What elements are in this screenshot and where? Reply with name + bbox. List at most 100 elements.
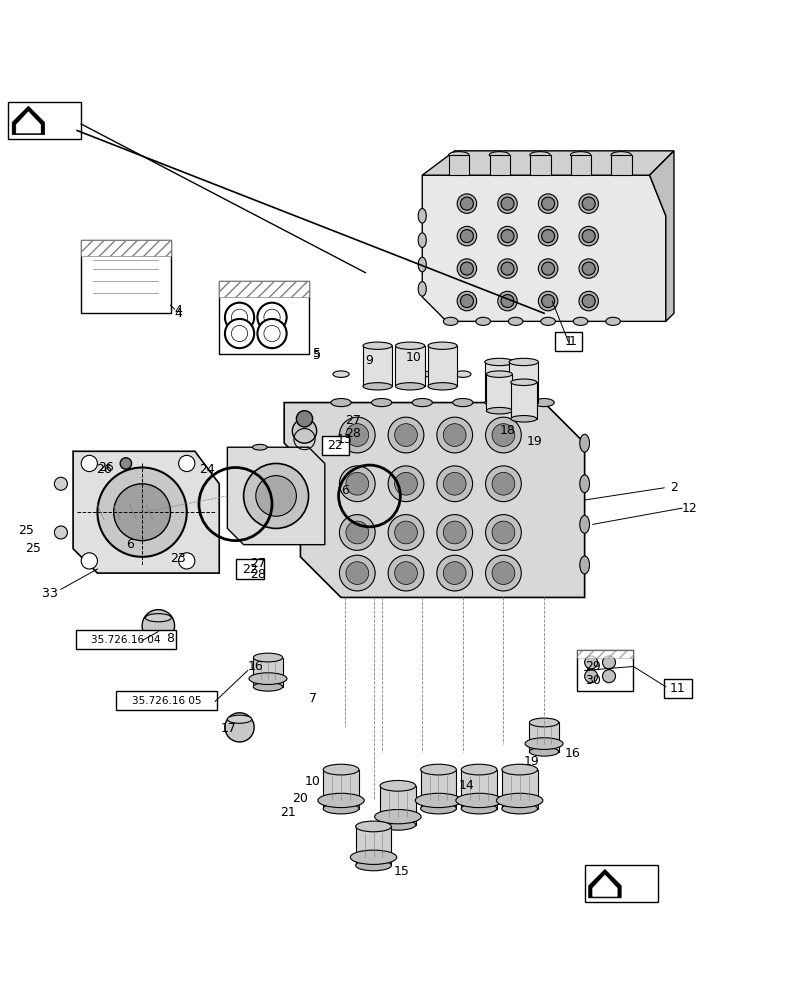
- Ellipse shape: [486, 371, 512, 377]
- Circle shape: [581, 197, 594, 210]
- Text: 27: 27: [250, 557, 266, 570]
- Circle shape: [225, 319, 254, 348]
- FancyBboxPatch shape: [584, 865, 657, 902]
- Circle shape: [345, 521, 368, 544]
- Ellipse shape: [355, 821, 391, 832]
- Ellipse shape: [579, 515, 589, 533]
- Circle shape: [339, 466, 375, 502]
- Circle shape: [457, 226, 476, 246]
- Text: 28: 28: [250, 568, 266, 581]
- FancyBboxPatch shape: [8, 102, 81, 139]
- Circle shape: [436, 466, 472, 502]
- Polygon shape: [219, 281, 308, 297]
- Circle shape: [225, 303, 254, 332]
- Circle shape: [491, 521, 514, 544]
- Text: 26: 26: [97, 463, 112, 476]
- Polygon shape: [227, 447, 324, 545]
- Ellipse shape: [529, 718, 558, 727]
- Ellipse shape: [427, 342, 457, 349]
- Circle shape: [394, 562, 417, 584]
- Ellipse shape: [420, 803, 456, 814]
- Ellipse shape: [371, 399, 391, 407]
- Circle shape: [491, 424, 514, 446]
- Circle shape: [264, 325, 280, 342]
- Ellipse shape: [323, 764, 358, 775]
- Ellipse shape: [363, 342, 392, 349]
- Bar: [355, 826, 391, 865]
- Circle shape: [345, 472, 368, 495]
- Ellipse shape: [333, 371, 349, 377]
- Circle shape: [497, 259, 517, 278]
- Polygon shape: [576, 650, 633, 691]
- Circle shape: [538, 259, 557, 278]
- Circle shape: [500, 262, 513, 275]
- Circle shape: [394, 472, 417, 495]
- Circle shape: [578, 226, 598, 246]
- Circle shape: [296, 411, 312, 427]
- Ellipse shape: [227, 715, 251, 723]
- Circle shape: [581, 230, 594, 243]
- Circle shape: [243, 463, 308, 528]
- Ellipse shape: [605, 317, 620, 325]
- Text: 5: 5: [312, 347, 320, 360]
- Text: 2: 2: [669, 481, 677, 494]
- Ellipse shape: [508, 399, 538, 406]
- Text: 12: 12: [681, 502, 697, 515]
- Circle shape: [345, 562, 368, 584]
- Ellipse shape: [579, 434, 589, 452]
- Ellipse shape: [508, 358, 538, 366]
- Ellipse shape: [452, 399, 472, 407]
- Bar: [253, 658, 282, 687]
- Ellipse shape: [579, 556, 589, 574]
- Ellipse shape: [380, 780, 415, 791]
- Bar: [530, 155, 550, 175]
- Text: 23: 23: [170, 552, 186, 565]
- Polygon shape: [284, 403, 584, 597]
- Circle shape: [602, 670, 615, 683]
- Ellipse shape: [323, 803, 358, 814]
- Text: 9: 9: [365, 354, 373, 367]
- Bar: [484, 362, 513, 403]
- Text: 5: 5: [312, 349, 320, 362]
- Ellipse shape: [331, 399, 350, 407]
- Bar: [323, 770, 358, 809]
- Text: 27: 27: [345, 414, 361, 427]
- Text: 25: 25: [18, 524, 34, 537]
- Text: 35.726.16 05: 35.726.16 05: [131, 696, 201, 706]
- Polygon shape: [422, 175, 665, 321]
- Ellipse shape: [461, 803, 496, 814]
- Bar: [570, 155, 590, 175]
- Text: 1: 1: [568, 335, 576, 348]
- Ellipse shape: [418, 233, 426, 247]
- Text: 13: 13: [337, 433, 352, 446]
- Circle shape: [443, 424, 466, 446]
- Ellipse shape: [443, 317, 457, 325]
- Circle shape: [225, 713, 254, 742]
- Bar: [611, 155, 631, 175]
- Ellipse shape: [414, 371, 430, 377]
- Text: 20: 20: [292, 792, 308, 805]
- Polygon shape: [73, 451, 219, 573]
- Circle shape: [339, 417, 375, 453]
- Bar: [395, 346, 424, 386]
- Ellipse shape: [420, 764, 456, 775]
- Circle shape: [491, 472, 514, 495]
- Ellipse shape: [350, 850, 397, 864]
- Ellipse shape: [534, 399, 553, 407]
- Text: 4: 4: [174, 307, 182, 320]
- Polygon shape: [12, 106, 45, 135]
- Circle shape: [500, 197, 513, 210]
- Ellipse shape: [529, 747, 558, 756]
- Circle shape: [436, 555, 472, 591]
- Bar: [508, 362, 538, 403]
- Bar: [420, 770, 456, 809]
- Circle shape: [457, 259, 476, 278]
- Ellipse shape: [510, 416, 536, 422]
- Text: 22: 22: [327, 439, 343, 452]
- FancyBboxPatch shape: [663, 679, 691, 698]
- Ellipse shape: [525, 738, 562, 749]
- Circle shape: [339, 555, 375, 591]
- Text: 15: 15: [393, 865, 410, 878]
- FancyBboxPatch shape: [321, 436, 349, 455]
- Ellipse shape: [427, 383, 457, 390]
